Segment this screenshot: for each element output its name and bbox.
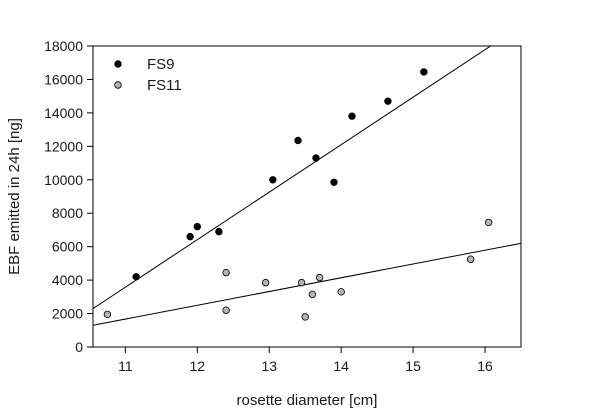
data-point-FS9 [312, 154, 320, 162]
x-axis-title: rosette diameter [cm] [237, 392, 378, 409]
y-tick-label: 6000 [52, 239, 83, 255]
y-tick-label: 8000 [52, 205, 83, 221]
legend: FS9 FS11 [114, 56, 182, 94]
data-point-FS9 [215, 227, 223, 236]
y-tick-label: 10000 [44, 172, 83, 188]
data-point-FS9 [348, 112, 356, 120]
data-point-FS9 [384, 97, 392, 105]
data-point-FS11 [466, 255, 475, 263]
x-tick-label: 14 [333, 358, 349, 374]
y-tick-label: 2000 [52, 306, 83, 322]
plot-area [92, 45, 522, 348]
data-point-FS11 [297, 278, 306, 287]
y-tick-label: 12000 [44, 138, 83, 154]
data-point-FS9 [294, 136, 302, 145]
data-point-FS9 [132, 273, 140, 281]
data-point-FS11 [308, 290, 317, 299]
data-point-FS9 [193, 222, 202, 231]
series-layer [93, 46, 521, 326]
series-FS9 [93, 46, 492, 309]
y-tick-label: 4000 [52, 272, 83, 288]
data-point-FS11 [301, 313, 309, 321]
data-point-FS11 [103, 310, 112, 319]
y-tick-label: 14000 [44, 105, 83, 121]
y-tick-label: 0 [75, 339, 83, 355]
data-point-FS11 [337, 288, 345, 296]
x-tick-label: 13 [261, 358, 277, 374]
legend-marker-FS11 [114, 81, 122, 89]
legend-label-FS11: FS11 [147, 77, 182, 94]
x-tick-label: 11 [118, 358, 133, 374]
legend-label-FS9: FS9 [147, 56, 175, 73]
data-point-FS11 [222, 306, 230, 314]
fit-line-FS9 [93, 46, 492, 309]
data-point-FS9 [269, 176, 277, 184]
x-tick-label: 16 [477, 358, 493, 374]
plot-frame [92, 45, 522, 348]
x-axis-ticks: 11 12 13 14 15 16 [118, 347, 493, 374]
data-point-FS9 [420, 68, 428, 76]
data-point-FS11 [222, 268, 230, 277]
data-point-FS11 [261, 278, 270, 287]
fit-line-FS11 [93, 242, 521, 326]
y-tick-label: 16000 [44, 71, 83, 87]
data-point-FS11 [315, 273, 324, 282]
data-point-FS9 [186, 232, 194, 241]
y-axis-title: EBF emitted in 24h [ng] [6, 118, 23, 275]
legend-marker-FS9 [114, 60, 122, 68]
y-tick-label: 18000 [44, 38, 83, 54]
y-axis-ticks: 0 2000 4000 6000 8000 10000 12000 14000 16000 180… [44, 38, 93, 355]
series-FS11 [93, 218, 521, 326]
x-tick-label: 12 [190, 358, 206, 374]
x-tick-label: 15 [405, 358, 421, 374]
data-point-FS11 [484, 218, 493, 227]
data-point-FS9 [330, 178, 338, 186]
